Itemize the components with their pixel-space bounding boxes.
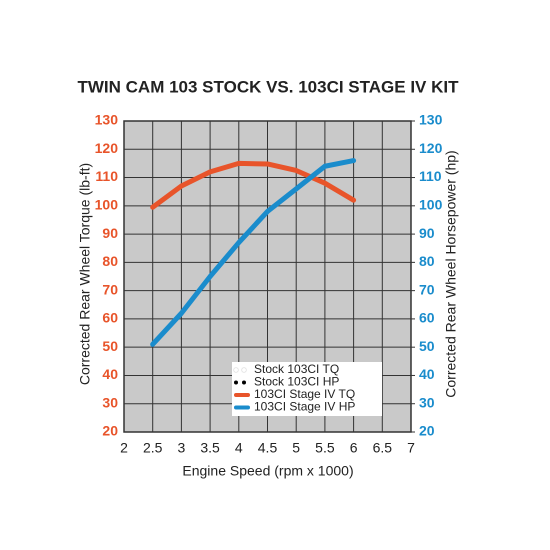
y2-tick-label: 50 bbox=[419, 338, 435, 354]
y2-tick-label: 20 bbox=[419, 423, 435, 439]
y2-tick-label: 110 bbox=[419, 168, 442, 184]
y-tick-label: 20 bbox=[102, 423, 118, 439]
x-tick-label: 6 bbox=[350, 440, 358, 456]
x-tick-label: 2 bbox=[120, 440, 128, 456]
x-tick-label: 4 bbox=[235, 440, 243, 456]
y-tick-label: 100 bbox=[95, 197, 119, 213]
x-axis-label: Engine Speed (rpm x 1000) bbox=[182, 463, 353, 479]
legend-label: Stock 103CI HP bbox=[254, 375, 339, 389]
plot-border bbox=[123, 120, 412, 433]
chart-title: TWIN CAM 103 STOCK VS. 103CI STAGE IV KI… bbox=[78, 77, 460, 96]
y2-tick-label: 80 bbox=[419, 253, 435, 269]
x-tick-label: 3 bbox=[178, 440, 186, 456]
legend-label: 103CI Stage IV TQ bbox=[254, 387, 355, 401]
y2-tick-label: 100 bbox=[419, 197, 443, 213]
x-tick-label: 5 bbox=[292, 440, 300, 456]
legend-label: Stock 103CI TQ bbox=[254, 362, 339, 376]
series-line bbox=[150, 158, 357, 347]
y2-axis-label: Corrected Rear Wheel Horsepower (hp) bbox=[443, 150, 459, 397]
y2-tick-label: 30 bbox=[419, 394, 435, 410]
y-tick-label: 50 bbox=[102, 338, 118, 354]
y2-tick-label: 130 bbox=[419, 112, 443, 128]
series-line bbox=[150, 160, 357, 210]
y-axis-label: Corrected Rear Wheel Torque (lb-ft) bbox=[77, 163, 93, 385]
y-tick-label: 70 bbox=[102, 281, 118, 297]
legend-box bbox=[232, 362, 382, 416]
x-tick-label: 6.5 bbox=[373, 440, 393, 456]
y-tick-label: 60 bbox=[102, 310, 118, 326]
y2-tick-label: 90 bbox=[419, 225, 435, 241]
x-tick-label: 5.5 bbox=[315, 440, 335, 456]
y2-tick-label: 60 bbox=[419, 310, 435, 326]
y-tick-label: 90 bbox=[102, 225, 118, 241]
y2-tick-label: 70 bbox=[419, 281, 435, 297]
y-tick-label: 110 bbox=[95, 168, 118, 184]
y-tick-label: 130 bbox=[95, 112, 119, 128]
y-tick-label: 30 bbox=[102, 394, 118, 410]
y-tick-label: 80 bbox=[102, 253, 118, 269]
y-tick-label: 40 bbox=[102, 366, 118, 382]
x-tick-label: 2.5 bbox=[143, 440, 163, 456]
x-tick-label: 3.5 bbox=[200, 440, 220, 456]
y-tick-label: 120 bbox=[95, 140, 119, 156]
x-tick-label: 7 bbox=[407, 440, 415, 456]
legend-label: 103CI Stage IV HP bbox=[254, 400, 355, 414]
x-tick-label: 4.5 bbox=[258, 440, 278, 456]
y2-tick-label: 40 bbox=[419, 366, 435, 382]
y2-tick-label: 120 bbox=[419, 140, 443, 156]
